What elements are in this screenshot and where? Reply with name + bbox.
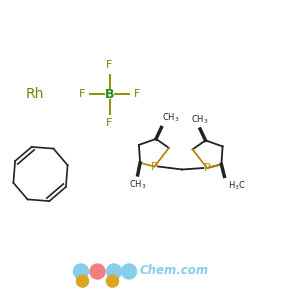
- Text: F: F: [134, 89, 140, 100]
- Circle shape: [90, 264, 105, 279]
- Text: CH$_3$: CH$_3$: [191, 113, 208, 126]
- Text: CH$_3$: CH$_3$: [162, 112, 179, 124]
- Circle shape: [74, 264, 88, 279]
- Text: F: F: [106, 61, 113, 70]
- Text: Chem.com: Chem.com: [140, 264, 208, 277]
- Text: H$_3$C: H$_3$C: [228, 180, 246, 193]
- Circle shape: [76, 275, 88, 287]
- Text: F: F: [106, 118, 113, 128]
- Text: P: P: [151, 161, 158, 172]
- Text: P: P: [204, 163, 210, 173]
- Circle shape: [106, 264, 122, 279]
- Circle shape: [122, 264, 136, 279]
- Text: CH$_3$: CH$_3$: [129, 178, 146, 191]
- Text: B: B: [105, 88, 114, 101]
- Text: Rh: Rh: [25, 88, 44, 101]
- Text: F: F: [79, 89, 85, 100]
- Circle shape: [106, 275, 119, 287]
